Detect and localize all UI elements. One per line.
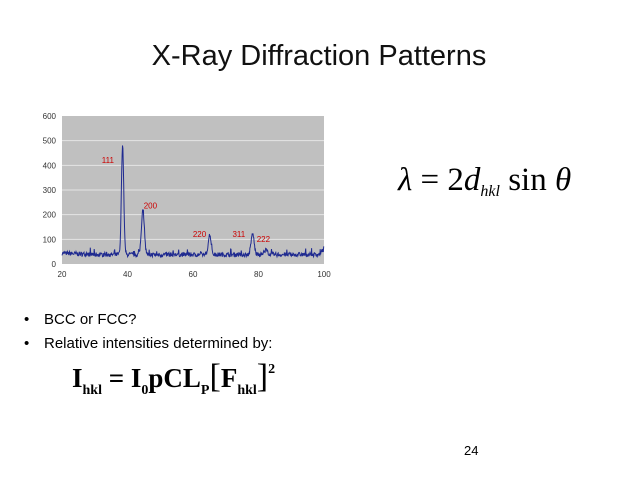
i0-subscript: 0: [141, 383, 149, 398]
d-spacing: d: [463, 162, 481, 198]
open-bracket: [: [209, 358, 221, 395]
diffraction-trace: [61, 145, 325, 259]
y-tick-label: 200: [43, 211, 57, 220]
theta-symbol: θ: [554, 162, 572, 198]
y-tick-label: 0: [52, 260, 57, 269]
peak-label: 220: [193, 230, 207, 239]
lambda-symbol: λ: [398, 162, 413, 198]
x-tick-label: 80: [254, 270, 263, 279]
bragg-equation: λ = 2dhkl sin θ: [398, 162, 571, 201]
y-tick-label: 400: [43, 161, 57, 170]
peak-label: 111: [102, 156, 115, 165]
peak-label: 200: [144, 202, 158, 211]
intensity-symbol: I: [72, 363, 83, 393]
grid-lines: [62, 140, 324, 240]
y-tick-label: 300: [43, 186, 57, 195]
coefficient: 2: [447, 162, 464, 198]
intensity-subscript: hkl: [82, 383, 102, 398]
y-tick-labels: 0 100 200 300 400 500 600: [43, 112, 57, 269]
y-tick-label: 600: [43, 112, 57, 121]
xrd-chart: 0 100 200 300 400 500 600 20 40 60 80 100 111 200 22…: [20, 100, 340, 285]
bullet-item: Relative intensities determined by:: [24, 334, 272, 358]
d-subscript: hkl: [480, 183, 500, 200]
x-tick-label: 60: [189, 270, 198, 279]
factor-subscript: P: [200, 383, 210, 398]
sin-function: sin: [508, 162, 547, 198]
equals-sign: =: [108, 363, 125, 393]
structure-factor-subscript: hkl: [237, 383, 257, 398]
exponent: 2: [268, 362, 276, 377]
peak-label: 311: [232, 230, 245, 239]
bullet-list: BCC or FCC? Relative intensities determi…: [24, 310, 272, 358]
y-tick-label: 500: [43, 137, 57, 146]
equals-sign: =: [420, 162, 440, 198]
x-tick-labels: 20 40 60 80 100: [58, 270, 332, 279]
bullet-item: BCC or FCC?: [24, 310, 272, 334]
peak-label: 222: [257, 235, 271, 244]
i0-symbol: I: [130, 363, 142, 393]
page-number: 24: [464, 443, 479, 458]
slide-title: X-Ray Diffraction Patterns: [151, 40, 487, 72]
intensity-equation: Ihkl = I0pCLP[Fhkl]2: [72, 358, 275, 399]
x-tick-label: 20: [58, 270, 67, 279]
structure-factor: F: [220, 363, 238, 393]
peak-labels: 111 200 220 311 222: [102, 156, 271, 244]
close-bracket: ]: [256, 358, 269, 395]
y-tick-label: 100: [43, 235, 57, 244]
factor-terms: pCL: [148, 363, 201, 393]
x-tick-label: 100: [317, 270, 331, 279]
x-tick-label: 40: [123, 270, 132, 279]
